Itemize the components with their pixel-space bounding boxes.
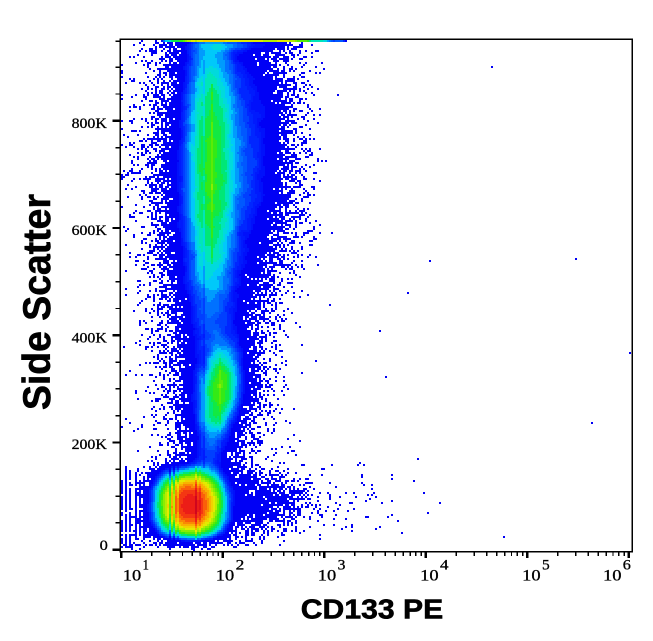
- svg-text:Side Scatter: Side Scatter: [16, 194, 59, 410]
- svg-text:6: 6: [623, 558, 631, 574]
- svg-text:5: 5: [542, 558, 550, 574]
- svg-text:CD133 PE: CD133 PE: [301, 594, 443, 625]
- svg-text:4: 4: [440, 558, 449, 574]
- svg-text:10: 10: [603, 568, 622, 585]
- svg-text:200K: 200K: [72, 437, 108, 453]
- svg-text:2: 2: [236, 558, 245, 574]
- svg-text:10: 10: [318, 568, 337, 585]
- svg-text:10: 10: [420, 568, 439, 585]
- svg-text:10: 10: [522, 568, 541, 585]
- svg-text:0: 0: [100, 538, 108, 554]
- svg-text:1: 1: [143, 558, 149, 574]
- svg-text:10: 10: [123, 568, 142, 585]
- svg-text:3: 3: [338, 558, 346, 574]
- svg-text:400K: 400K: [72, 330, 108, 346]
- svg-text:600K: 600K: [72, 223, 108, 239]
- svg-text:10: 10: [216, 568, 235, 585]
- svg-text:800K: 800K: [72, 116, 108, 132]
